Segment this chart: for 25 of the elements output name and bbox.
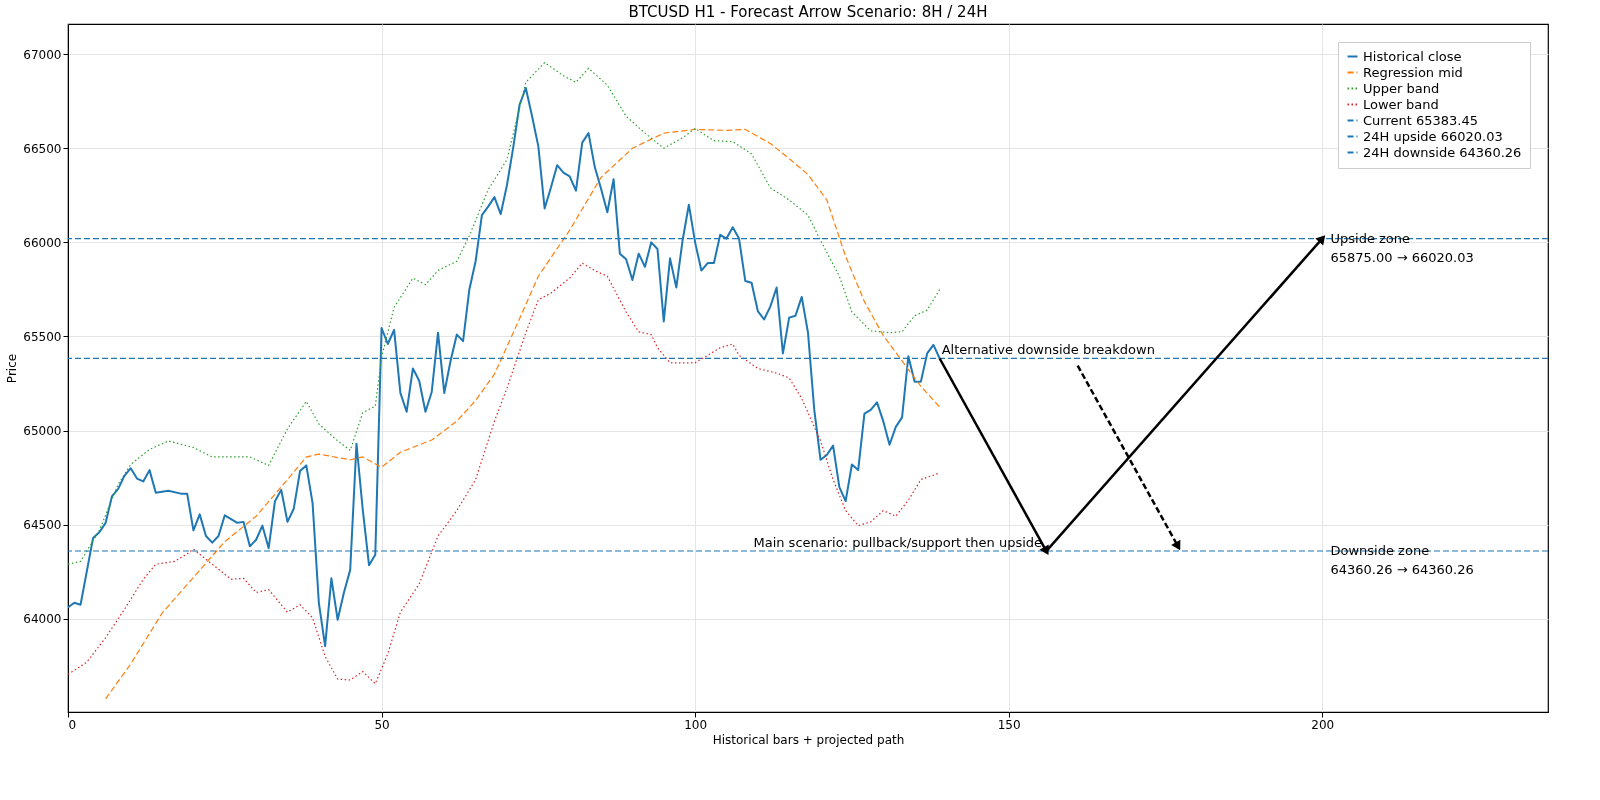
legend-label: Upper band <box>1363 80 1440 96</box>
legend-label: Regression mid <box>1363 64 1463 80</box>
legend-label: 24H upside 66020.03 <box>1363 128 1503 144</box>
legend-label: Lower band <box>1363 96 1439 112</box>
x-tick-label: 150 <box>997 717 1021 732</box>
y-tick-label: 65000 <box>23 424 62 439</box>
y-tick-label: 66500 <box>23 141 62 156</box>
y-axis-title: Price <box>5 353 20 384</box>
y-tick-label: 67000 <box>23 47 62 62</box>
x-tick-label: 100 <box>684 717 708 732</box>
y-tick-label: 65500 <box>23 329 62 344</box>
legend-label: Historical close <box>1363 48 1462 64</box>
annotation: Downside zone 64360.26 → 64360.26 <box>1330 543 1474 578</box>
legend-label: 24H downside 64360.26 <box>1363 144 1522 160</box>
y-tick-label: 64000 <box>23 612 62 627</box>
y-tick-label: 64500 <box>23 518 62 533</box>
y-tick-label: 66000 <box>23 235 62 250</box>
legend-label: Current 65383.45 <box>1363 112 1478 128</box>
x-axis-title: Historical bars + projected path <box>712 732 905 747</box>
chart-title: BTCUSD H1 - Forecast Arrow Scenario: 8H / 24H <box>628 3 988 21</box>
x-tick-label: 200 <box>1311 717 1335 732</box>
x-tick-label: 0 <box>68 717 77 732</box>
annotation: Main scenario: pullback/support then upside <box>753 535 1043 551</box>
x-tick-label: 50 <box>374 717 390 732</box>
annotation: Alternative downside breakdown <box>941 342 1155 358</box>
